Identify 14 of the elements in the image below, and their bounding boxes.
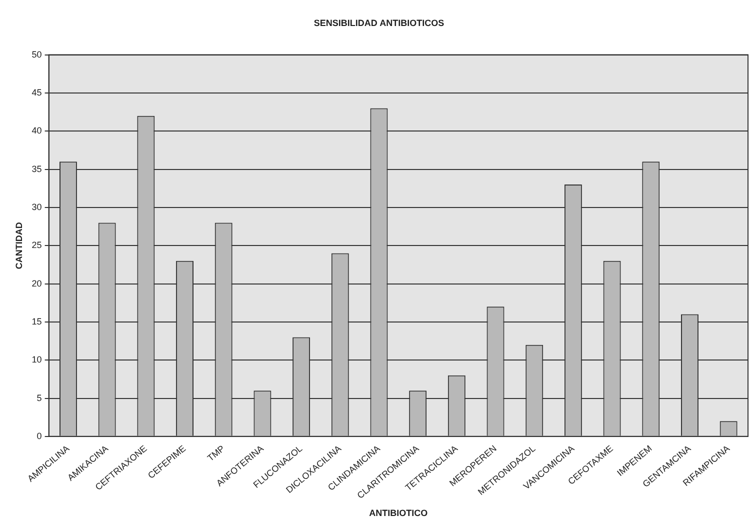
y-tick-label: 0 (36, 430, 42, 441)
y-tick-label: 40 (32, 126, 42, 136)
y-tick-label: 10 (32, 354, 42, 365)
y-tick-label: 35 (32, 164, 42, 174)
y-tick-label: 15 (32, 316, 42, 326)
y-tick-label: 25 (32, 240, 42, 250)
y-tick-label: 5 (36, 392, 42, 403)
x-axis-title: ANTIBIOTICO (369, 508, 428, 518)
y-axis-title: CANTIDAD (14, 222, 24, 270)
y-tick-label: 20 (32, 278, 42, 288)
y-tick-label: 45 (32, 87, 42, 98)
chart-title: SENSIBILIDAD ANTIBIOTICOS (314, 18, 444, 28)
y-tick-label: 50 (32, 49, 42, 60)
y-tick-label: 30 (32, 202, 42, 212)
